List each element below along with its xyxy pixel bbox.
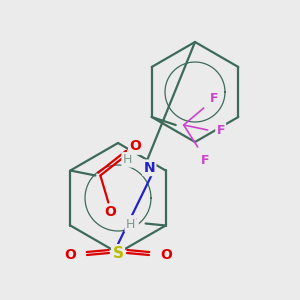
- Text: O: O: [160, 248, 172, 262]
- Text: F: F: [216, 124, 225, 136]
- Text: H: H: [126, 218, 135, 231]
- Text: O: O: [104, 206, 116, 220]
- Text: F: F: [200, 154, 209, 166]
- Text: F: F: [209, 92, 218, 104]
- Text: S: S: [112, 245, 124, 260]
- Text: N: N: [143, 161, 155, 175]
- Text: O: O: [64, 248, 76, 262]
- Text: H: H: [123, 153, 132, 166]
- Text: O: O: [129, 140, 141, 154]
- Text: F: F: [128, 217, 137, 230]
